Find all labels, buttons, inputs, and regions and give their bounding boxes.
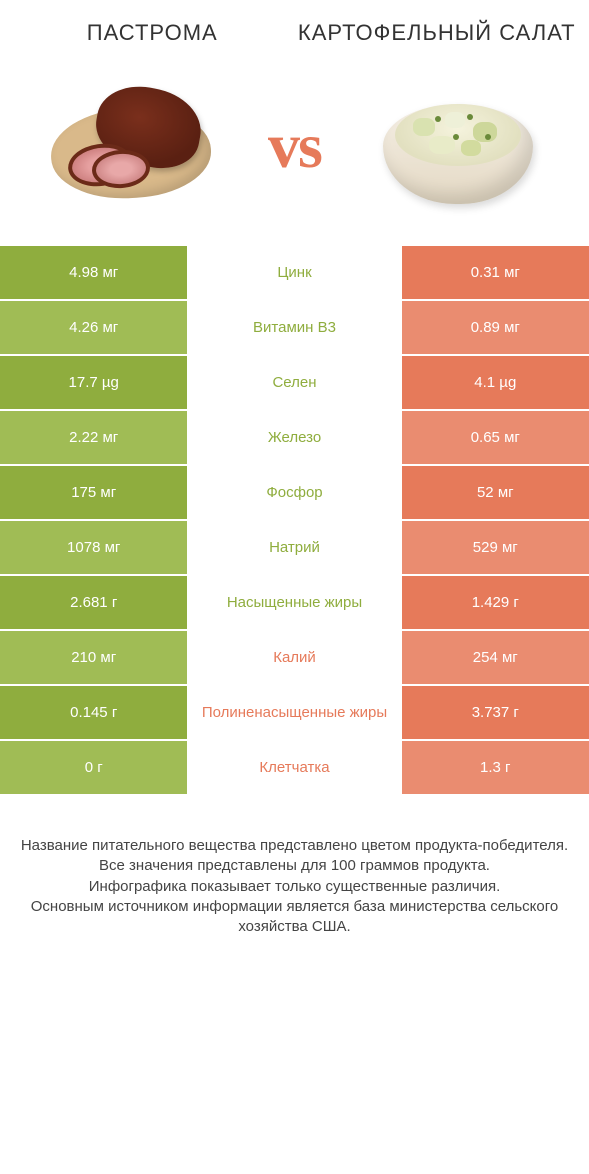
table-row: 0.145 гПолиненасыщенные жиры3.737 г [0, 686, 589, 741]
nutrient-label: Витамин B3 [187, 301, 401, 356]
table-row: 210 мгКалий254 мг [0, 631, 589, 686]
table-row: 1078 мгНатрий529 мг [0, 521, 589, 576]
value-right: 254 мг [402, 631, 589, 686]
value-left: 210 мг [0, 631, 187, 686]
title-left: ПАСТРОМА [10, 20, 295, 46]
value-right: 529 мг [402, 521, 589, 576]
value-left: 1078 мг [0, 521, 187, 576]
value-right: 1.3 г [402, 741, 589, 796]
table-row: 2.22 мгЖелезо0.65 мг [0, 411, 589, 466]
footer-line: Название питательного вещества представл… [20, 836, 569, 856]
value-left: 4.98 мг [0, 246, 187, 301]
value-left: 17.7 µg [0, 356, 187, 411]
value-right: 3.737 г [402, 686, 589, 741]
nutrient-label: Железо [187, 411, 401, 466]
value-left: 2.22 мг [0, 411, 187, 466]
nutrient-label: Калий [187, 631, 401, 686]
nutrient-label: Клетчатка [187, 741, 401, 796]
value-right: 52 мг [402, 466, 589, 521]
footer-line: Основным источником информации является … [20, 897, 569, 938]
nutrient-label: Натрий [187, 521, 401, 576]
value-right: 0.31 мг [402, 246, 589, 301]
value-right: 4.1 µg [402, 356, 589, 411]
nutrient-label: Полиненасыщенные жиры [187, 686, 401, 741]
value-left: 0.145 г [0, 686, 187, 741]
value-right: 0.89 мг [402, 301, 589, 356]
header: ПАСТРОМА КАРТОФЕЛЬНЫЙ САЛАТ [0, 0, 589, 56]
footer-line: Инфографика показывает только существенн… [20, 877, 569, 897]
nutrient-label: Фосфор [187, 466, 401, 521]
table-row: 17.7 µgСелен4.1 µg [0, 356, 589, 411]
nutrient-label: Цинк [187, 246, 401, 301]
nutrient-label: Селен [187, 356, 401, 411]
value-left: 2.681 г [0, 576, 187, 631]
images-row: vs [0, 56, 589, 246]
table-row: 175 мгФосфор52 мг [0, 466, 589, 521]
value-right: 1.429 г [402, 576, 589, 631]
value-right: 0.65 мг [402, 411, 589, 466]
vs-label: vs [268, 109, 321, 183]
footer-notes: Название питательного вещества представл… [0, 796, 589, 957]
title-right: КАРТОФЕЛЬНЫЙ САЛАТ [295, 20, 580, 45]
table-row: 4.98 мгЦинк0.31 мг [0, 246, 589, 301]
footer-line: Все значения представлены для 100 граммо… [20, 856, 569, 876]
value-left: 0 г [0, 741, 187, 796]
table-row: 4.26 мгВитамин B30.89 мг [0, 301, 589, 356]
value-left: 4.26 мг [0, 301, 187, 356]
pastrami-icon [46, 86, 216, 206]
comparison-table: 4.98 мгЦинк0.31 мг4.26 мгВитамин B30.89 … [0, 246, 589, 796]
potato-salad-icon [373, 86, 543, 206]
value-left: 175 мг [0, 466, 187, 521]
nutrient-label: Насыщенные жиры [187, 576, 401, 631]
table-row: 2.681 гНасыщенные жиры1.429 г [0, 576, 589, 631]
table-row: 0 гКлетчатка1.3 г [0, 741, 589, 796]
